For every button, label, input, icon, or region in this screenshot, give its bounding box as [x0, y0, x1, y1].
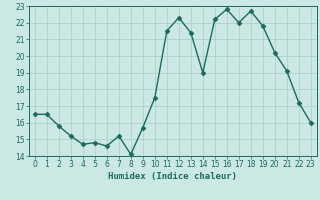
X-axis label: Humidex (Indice chaleur): Humidex (Indice chaleur) [108, 172, 237, 181]
